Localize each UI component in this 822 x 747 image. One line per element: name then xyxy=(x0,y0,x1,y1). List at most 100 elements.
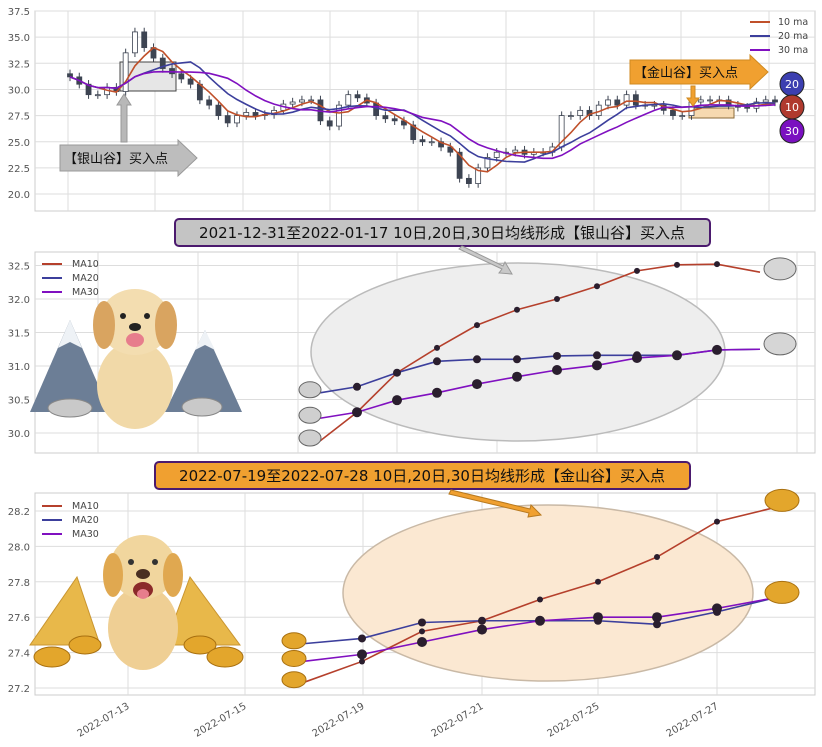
bottom-x-tick-label: 2022-07-21 xyxy=(430,701,486,740)
middle-point-ma30 xyxy=(512,371,522,382)
candle-body xyxy=(299,99,305,103)
mountain-right xyxy=(165,330,242,412)
middle-point-ma10 xyxy=(474,322,480,329)
silver-ingot-markers xyxy=(298,257,797,447)
middle-point-ma20 xyxy=(553,351,561,360)
gold-down-arrow xyxy=(686,85,700,107)
candle-body xyxy=(447,146,454,153)
bottom-point-ma30 xyxy=(652,612,662,623)
bottom-point-ma10 xyxy=(595,578,601,585)
top-legend: 10 ma 20 ma 30 ma xyxy=(750,17,808,56)
candle-body xyxy=(243,112,250,116)
middle-point-ma20 xyxy=(433,357,441,366)
candle-body xyxy=(632,94,639,106)
silver-buy-point-label: 【银山谷】买入点 xyxy=(64,152,168,167)
legend-label-ma20: MA20 xyxy=(72,515,99,526)
bottom-point-ma30 xyxy=(535,615,545,626)
gold-ingot xyxy=(68,635,102,655)
top-ma-lines xyxy=(69,46,776,173)
bottom-point-ma10 xyxy=(654,554,660,561)
silver-ingot-icon xyxy=(298,406,322,424)
candle-body xyxy=(679,115,686,117)
dog-with-silver-ingots-image xyxy=(30,289,242,429)
candle-body xyxy=(354,94,361,99)
candle-body xyxy=(568,115,574,117)
candle-body xyxy=(410,124,417,141)
bottom-legend: MA10 MA20 MA30 xyxy=(42,501,99,540)
bottom-title: 2022-07-19至2022-07-28 10日,20日,30日均线形成【金山… xyxy=(154,461,691,490)
candle-body xyxy=(67,73,73,78)
middle-legend: MA10 MA20 MA30 xyxy=(42,259,99,298)
dog-with-gold-ingots-image xyxy=(29,535,244,670)
middle-title-text: 2021-12-31至2022-01-17 10日,20日,30日均线形成【银山… xyxy=(199,224,685,242)
middle-point-ma30 xyxy=(392,395,402,406)
middle-point-ma20 xyxy=(593,351,601,360)
middle-point-ma10 xyxy=(674,261,680,268)
bottom-y-tick-label: 28.0 xyxy=(8,542,30,553)
candle-body xyxy=(465,177,472,184)
bottom-ma-lines xyxy=(302,506,776,684)
candle-body xyxy=(132,31,138,54)
middle-point-ma10 xyxy=(514,306,520,313)
gold-valley-ellipse xyxy=(342,504,754,682)
candle-body xyxy=(373,102,380,116)
top-y-tick-label: 37.5 xyxy=(8,7,30,18)
candle-body xyxy=(345,94,352,106)
top-y-tick-label: 27.5 xyxy=(8,112,30,123)
legend-label-ma30: MA30 xyxy=(72,529,99,540)
middle-point-ma30 xyxy=(592,360,602,371)
silver-ingot xyxy=(181,397,223,417)
bottom-y-tick-label: 27.4 xyxy=(8,649,30,660)
legend-label-ma20: MA20 xyxy=(72,273,99,284)
badge-10-label: 10 xyxy=(785,101,799,114)
gold-ingot xyxy=(206,646,244,668)
silver-ingot-icon xyxy=(763,332,797,356)
gold-buy-point-label: 【金山谷】买入点 xyxy=(634,65,738,81)
candle-body xyxy=(122,52,129,92)
candle-body xyxy=(475,167,482,184)
candle-body xyxy=(206,99,213,106)
gold-buy-point-annotation: 【金山谷】买入点 xyxy=(629,53,769,107)
middle-y-tick-label: 30.0 xyxy=(8,429,30,440)
candle-body xyxy=(94,94,101,97)
candle-body xyxy=(697,99,704,103)
candle-body xyxy=(419,139,426,143)
candle-body xyxy=(289,101,296,105)
candle-body xyxy=(493,151,500,158)
silver-valley-ellipse xyxy=(310,262,726,442)
legend-label-ma10: MA10 xyxy=(72,501,99,512)
badge-20-label: 20 xyxy=(785,78,799,91)
bottom-point-ma20 xyxy=(418,618,426,627)
candle-body xyxy=(382,115,389,120)
candle-body xyxy=(215,104,222,116)
silver-up-arrow xyxy=(116,93,132,143)
candle-body xyxy=(141,31,148,49)
top-y-tick-label: 22.5 xyxy=(8,164,30,175)
top-y-tick-label: 30.0 xyxy=(8,85,30,96)
candle-body xyxy=(577,109,584,117)
silver-ingot-icon xyxy=(763,257,797,281)
mountain-left xyxy=(30,320,110,412)
gold-ingot-icon xyxy=(764,488,800,512)
line-20ma xyxy=(69,61,776,163)
candle-body xyxy=(336,104,342,127)
silver-label-arrow-shape xyxy=(59,138,198,178)
candle-body xyxy=(234,115,240,124)
bottom-y-tick-label: 28.2 xyxy=(8,507,30,518)
candle-body xyxy=(772,99,778,103)
middle-point-ma30 xyxy=(672,350,682,361)
bottom-title-box xyxy=(154,461,691,490)
middle-pointer-arrow xyxy=(458,245,513,275)
silver-ingot-icon xyxy=(298,381,322,399)
candle-body xyxy=(512,149,519,153)
middle-point-ma10 xyxy=(634,267,640,274)
bottom-y-tick-label: 27.6 xyxy=(8,613,30,624)
bottom-point-ma20 xyxy=(478,616,486,625)
gold-pyramid-left xyxy=(29,575,101,646)
middle-ma-lines xyxy=(319,261,761,442)
bottom-y-tick-label: 27.2 xyxy=(8,684,30,695)
middle-point-ma10 xyxy=(594,283,600,290)
candle-body xyxy=(85,83,92,96)
legend-label-ma30: MA30 xyxy=(72,287,99,298)
badge-30-circle xyxy=(779,118,805,144)
